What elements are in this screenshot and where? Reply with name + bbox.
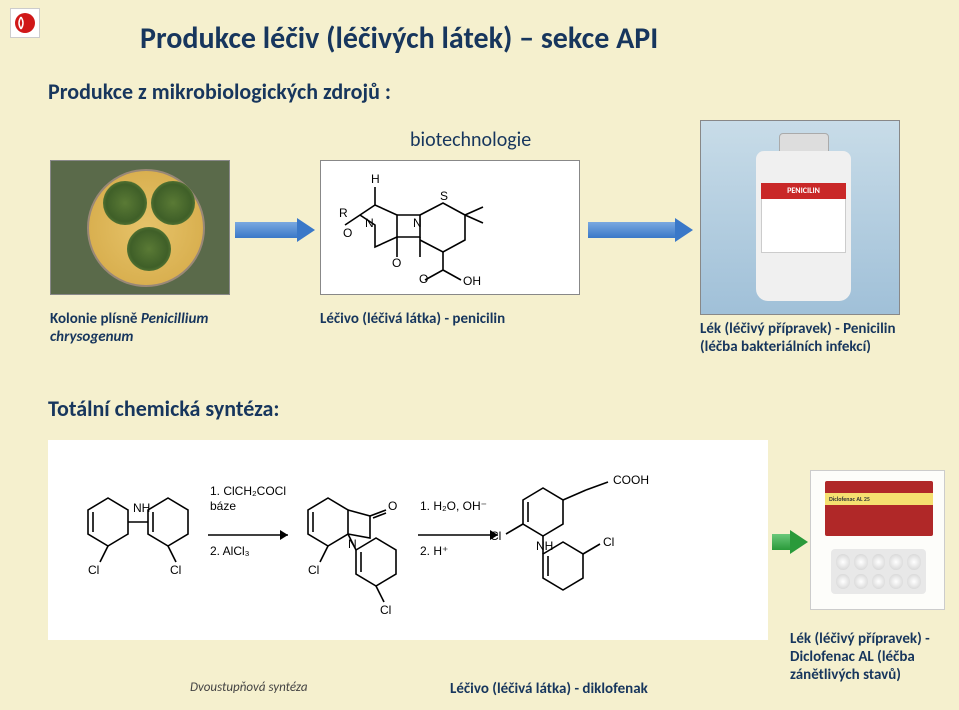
svg-text:H: H <box>371 172 380 186</box>
svg-text:NH: NH <box>536 539 553 553</box>
svg-text:NH: NH <box>133 501 150 515</box>
pack-label: Diclofenac AL 25 <box>825 493 933 505</box>
arrow-right-icon <box>588 218 693 242</box>
penicillin-bottle-image: PENICILIN <box>700 120 900 315</box>
section-subtitle: Produkce z mikrobiologických zdrojů : <box>48 78 391 105</box>
petri-caption-text: Kolonie plísně <box>50 310 141 328</box>
svg-text:báze: báze <box>210 499 236 513</box>
svg-text:Cl: Cl <box>603 535 614 549</box>
svg-text:O: O <box>343 226 352 240</box>
svg-text:1. ClCH₂COCl: 1. ClCH₂COCl <box>210 484 286 498</box>
arrow-right-green-icon <box>772 530 808 554</box>
svg-text:COOH: COOH <box>613 473 649 487</box>
svg-text:O: O <box>419 272 428 286</box>
product-caption: Lék (léčivý přípravek) - Diclofenac AL (… <box>790 630 950 684</box>
svg-text:N: N <box>348 537 357 551</box>
diclofenac-product-image: Diclofenac AL 25 <box>810 470 945 610</box>
svg-text:Cl: Cl <box>380 603 391 617</box>
company-logo <box>10 8 40 38</box>
molecule2-caption: Léčivo (léčivá látka) - diklofenak <box>450 680 648 698</box>
svg-text:N: N <box>365 216 374 230</box>
bottle-caption: Lék (léčivý přípravek) - Penicilin (léčb… <box>700 320 920 356</box>
molecule1-caption: Léčivo (léčivá látka) - penicilin <box>320 310 580 328</box>
svg-text:1. H₂O, OH⁻: 1. H₂O, OH⁻ <box>420 499 487 513</box>
svg-text:2. H⁺: 2. H⁺ <box>420 544 448 558</box>
svg-text:Cl: Cl <box>170 563 181 577</box>
petri-caption: Kolonie plísně Penicillium chrysogenum <box>50 310 250 346</box>
biotech-label: biotechnologie <box>410 128 531 152</box>
synthesis-title: Totální chemická syntéza: <box>48 395 279 422</box>
svg-text:O: O <box>388 499 397 513</box>
synthesis-scheme-image: NH Cl Cl 1. ClCH₂COCl báze 2. AlCl₃ N O … <box>48 440 768 640</box>
svg-text:N: N <box>413 216 422 230</box>
bottle-band-label: PENICILIN <box>761 183 846 199</box>
petri-dish-image <box>50 160 230 295</box>
svg-text:2. AlCl₃: 2. AlCl₃ <box>210 544 250 558</box>
svg-text:R: R <box>339 206 348 220</box>
svg-text:Cl: Cl <box>490 529 501 543</box>
svg-text:Cl: Cl <box>308 563 319 577</box>
svg-text:Cl: Cl <box>88 563 99 577</box>
svg-text:OH: OH <box>463 274 481 288</box>
svg-text:S: S <box>440 189 448 203</box>
page-title: Produkce léčiv (léčivých látek) – sekce … <box>140 20 658 57</box>
synthesis-caption: Dvoustupňová syntéza <box>190 680 308 695</box>
arrow-right-icon <box>235 218 315 242</box>
penicillin-structure-image: R H N N S O O O OH <box>320 160 580 295</box>
svg-text:O: O <box>392 256 401 270</box>
